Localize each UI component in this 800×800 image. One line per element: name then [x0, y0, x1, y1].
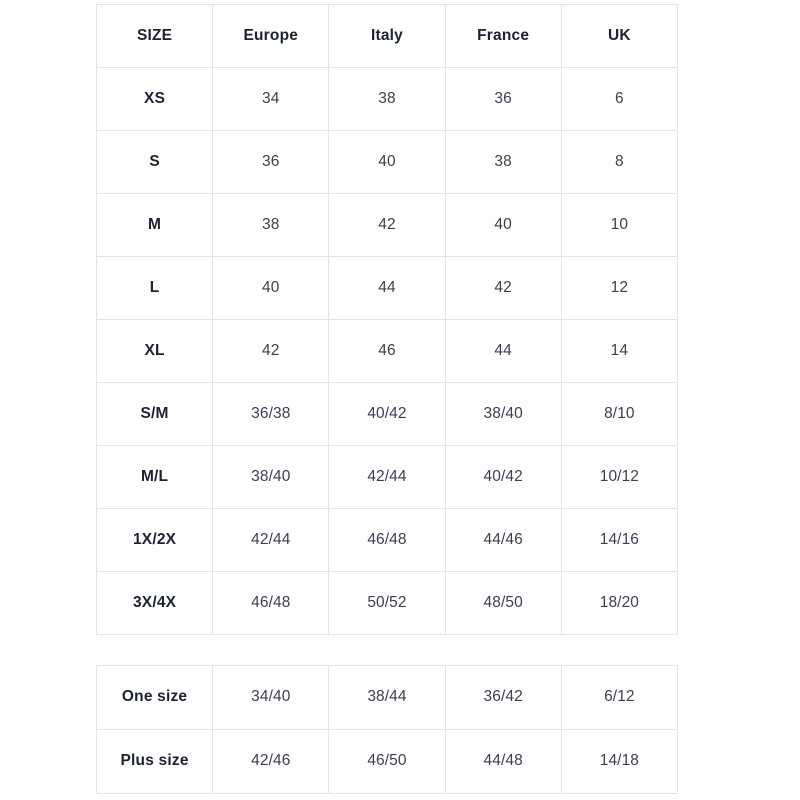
- cell-france: 38: [444, 130, 562, 194]
- table-row: S/M 36/38 40/42 38/40 8/10: [95, 382, 679, 446]
- cell-uk: 12: [560, 256, 679, 320]
- table-body: XS 34 38 36 6 S 36 40 38 8 M 38 42 40 10: [95, 67, 679, 635]
- cell-italy: 50/52: [328, 571, 446, 635]
- cell-europe: 36: [212, 130, 330, 194]
- cell-europe: 42/44: [212, 508, 330, 572]
- row-label: S/M: [95, 382, 214, 446]
- cell-europe: 42: [212, 319, 330, 383]
- row-label: M/L: [95, 445, 214, 509]
- cell-uk: 14/18: [560, 729, 679, 794]
- cell-france: 44/48: [444, 729, 562, 794]
- table-row: M/L 38/40 42/44 40/42 10/12: [95, 445, 679, 509]
- main-size-chart: SIZE Europe Italy France UK XS 34 38 36 …: [95, 4, 679, 635]
- row-label: Plus size: [95, 729, 214, 794]
- column-header-europe: Europe: [212, 4, 330, 68]
- cell-italy: 40: [328, 130, 446, 194]
- cell-europe: 34/40: [212, 665, 330, 730]
- cell-italy: 42/44: [328, 445, 446, 509]
- cell-france: 40: [444, 193, 562, 257]
- row-label: 1X/2X: [95, 508, 214, 572]
- cell-europe: 38: [212, 193, 330, 257]
- cell-uk: 6/12: [560, 665, 679, 730]
- row-label: XS: [95, 67, 214, 131]
- table-header-row: SIZE Europe Italy France UK: [95, 4, 679, 68]
- row-label: M: [95, 193, 214, 257]
- column-header-size: SIZE: [95, 4, 214, 68]
- row-label: S: [95, 130, 214, 194]
- cell-france: 42: [444, 256, 562, 320]
- table-row: XL 42 46 44 14: [95, 319, 679, 383]
- cell-uk: 8/10: [560, 382, 679, 446]
- cell-france: 36: [444, 67, 562, 131]
- cell-uk: 18/20: [560, 571, 679, 635]
- table-row: S 36 40 38 8: [95, 130, 679, 194]
- cell-france: 38/40: [444, 382, 562, 446]
- one-size-plus-size-table: One size 34/40 38/44 36/42 6/12 Plus siz…: [95, 665, 679, 794]
- cell-europe: 42/46: [212, 729, 330, 794]
- column-header-italy: Italy: [328, 4, 446, 68]
- size-conversion-table: SIZE Europe Italy France UK XS 34 38 36 …: [95, 4, 679, 635]
- cell-france: 44/46: [444, 508, 562, 572]
- cell-italy: 46/50: [328, 729, 446, 794]
- cell-uk: 10: [560, 193, 679, 257]
- cell-italy: 44: [328, 256, 446, 320]
- table-row: XS 34 38 36 6: [95, 67, 679, 131]
- cell-france: 36/42: [444, 665, 562, 730]
- cell-italy: 38/44: [328, 665, 446, 730]
- cell-europe: 38/40: [212, 445, 330, 509]
- cell-uk: 14: [560, 319, 679, 383]
- cell-uk: 8: [560, 130, 679, 194]
- cell-europe: 46/48: [212, 571, 330, 635]
- table-header: SIZE Europe Italy France UK: [95, 4, 679, 68]
- cell-italy: 46: [328, 319, 446, 383]
- cell-italy: 40/42: [328, 382, 446, 446]
- secondary-size-chart: One size 34/40 38/44 36/42 6/12 Plus siz…: [95, 665, 679, 794]
- cell-europe: 36/38: [212, 382, 330, 446]
- table-row: L 40 44 42 12: [95, 256, 679, 320]
- cell-uk: 14/16: [560, 508, 679, 572]
- row-label: One size: [95, 665, 214, 730]
- column-header-uk: UK: [560, 4, 679, 68]
- table-row: 3X/4X 46/48 50/52 48/50 18/20: [95, 571, 679, 635]
- cell-france: 44: [444, 319, 562, 383]
- cell-italy: 42: [328, 193, 446, 257]
- row-label: L: [95, 256, 214, 320]
- cell-italy: 46/48: [328, 508, 446, 572]
- cell-france: 40/42: [444, 445, 562, 509]
- table-row: One size 34/40 38/44 36/42 6/12: [95, 665, 679, 730]
- cell-uk: 6: [560, 67, 679, 131]
- table-row: 1X/2X 42/44 46/48 44/46 14/16: [95, 508, 679, 572]
- cell-uk: 10/12: [560, 445, 679, 509]
- table-row: M 38 42 40 10: [95, 193, 679, 257]
- cell-france: 48/50: [444, 571, 562, 635]
- table-row: Plus size 42/46 46/50 44/48 14/18: [95, 729, 679, 794]
- cell-europe: 34: [212, 67, 330, 131]
- row-label: 3X/4X: [95, 571, 214, 635]
- cell-italy: 38: [328, 67, 446, 131]
- cell-europe: 40: [212, 256, 330, 320]
- column-header-france: France: [444, 4, 562, 68]
- table-body: One size 34/40 38/44 36/42 6/12 Plus siz…: [95, 665, 679, 794]
- row-label: XL: [95, 319, 214, 383]
